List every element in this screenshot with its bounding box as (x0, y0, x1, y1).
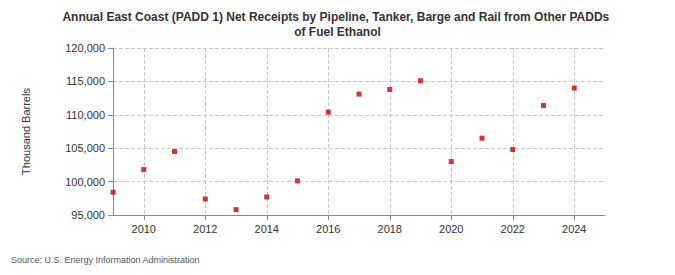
svg-text:115,000: 115,000 (66, 75, 105, 87)
svg-text:110,000: 110,000 (66, 109, 105, 121)
svg-text:120,000: 120,000 (65, 42, 105, 54)
svg-text:of Fuel Ethanol: of Fuel Ethanol (294, 25, 381, 39)
svg-text:Annual East Coast (PADD 1) Net: Annual East Coast (PADD 1) Net Receipts … (62, 10, 612, 24)
svg-text:105,000: 105,000 (65, 142, 105, 154)
svg-text:2024: 2024 (562, 223, 586, 235)
svg-text:95,000: 95,000 (71, 209, 105, 221)
svg-text:2016: 2016 (316, 223, 340, 235)
svg-text:Source: U.S. Energy Informatio: Source: U.S. Energy Information Administ… (11, 255, 200, 265)
svg-text:2010: 2010 (132, 223, 156, 235)
svg-text:2022: 2022 (501, 223, 525, 235)
svg-text:2012: 2012 (193, 223, 217, 235)
svg-text:2020: 2020 (439, 223, 463, 235)
svg-text:2018: 2018 (378, 223, 402, 235)
svg-text:Thousand Barrels: Thousand Barrels (20, 88, 32, 175)
svg-text:100,000: 100,000 (65, 176, 105, 188)
svg-text:2014: 2014 (255, 223, 279, 235)
